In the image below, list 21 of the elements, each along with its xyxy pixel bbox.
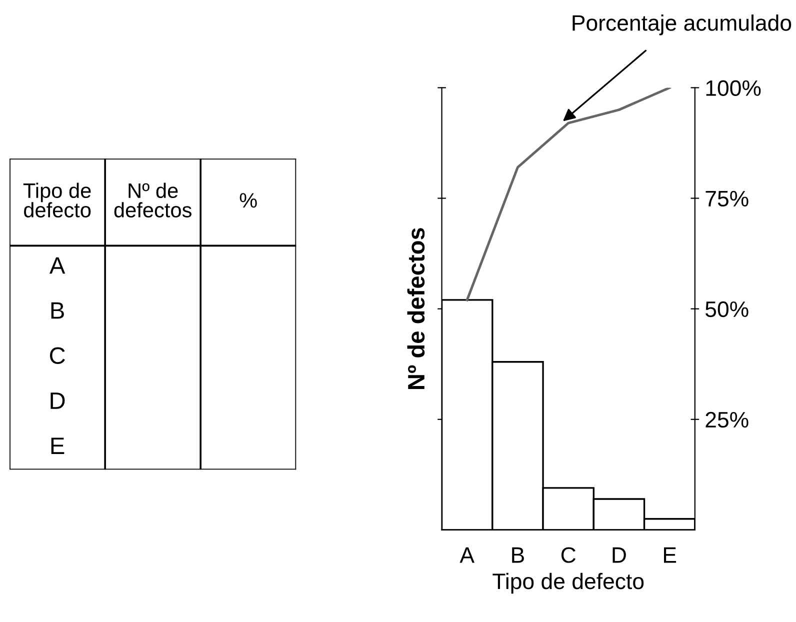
category-label: Nº de defectos xyxy=(114,182,192,218)
x-tick-label: A xyxy=(460,547,474,563)
category-label: C xyxy=(50,347,65,364)
category-label: Tipo de defecto xyxy=(23,182,91,218)
x-tick-label: D xyxy=(612,547,626,563)
category-label: A xyxy=(49,257,66,274)
x-axis-title: Tipo de defecto xyxy=(492,572,644,594)
category-label: % xyxy=(240,193,257,208)
x-tick-label: B xyxy=(512,547,524,563)
y-tick-label: 100% xyxy=(706,80,761,96)
y-axis-title: Nº de defectos xyxy=(407,228,425,389)
y-tick-label: 75% xyxy=(706,190,748,207)
x-tick-label: C xyxy=(561,547,576,563)
text: Porcentaje acumulado xyxy=(572,14,792,36)
y-tick-label: 50% xyxy=(706,301,748,318)
category-label: D xyxy=(50,392,65,409)
category-label: E xyxy=(51,438,64,454)
x-tick-label: E xyxy=(664,547,676,563)
category-label: B xyxy=(51,302,64,319)
y-tick-label: 25% xyxy=(706,412,748,428)
line-series xyxy=(466,88,671,302)
